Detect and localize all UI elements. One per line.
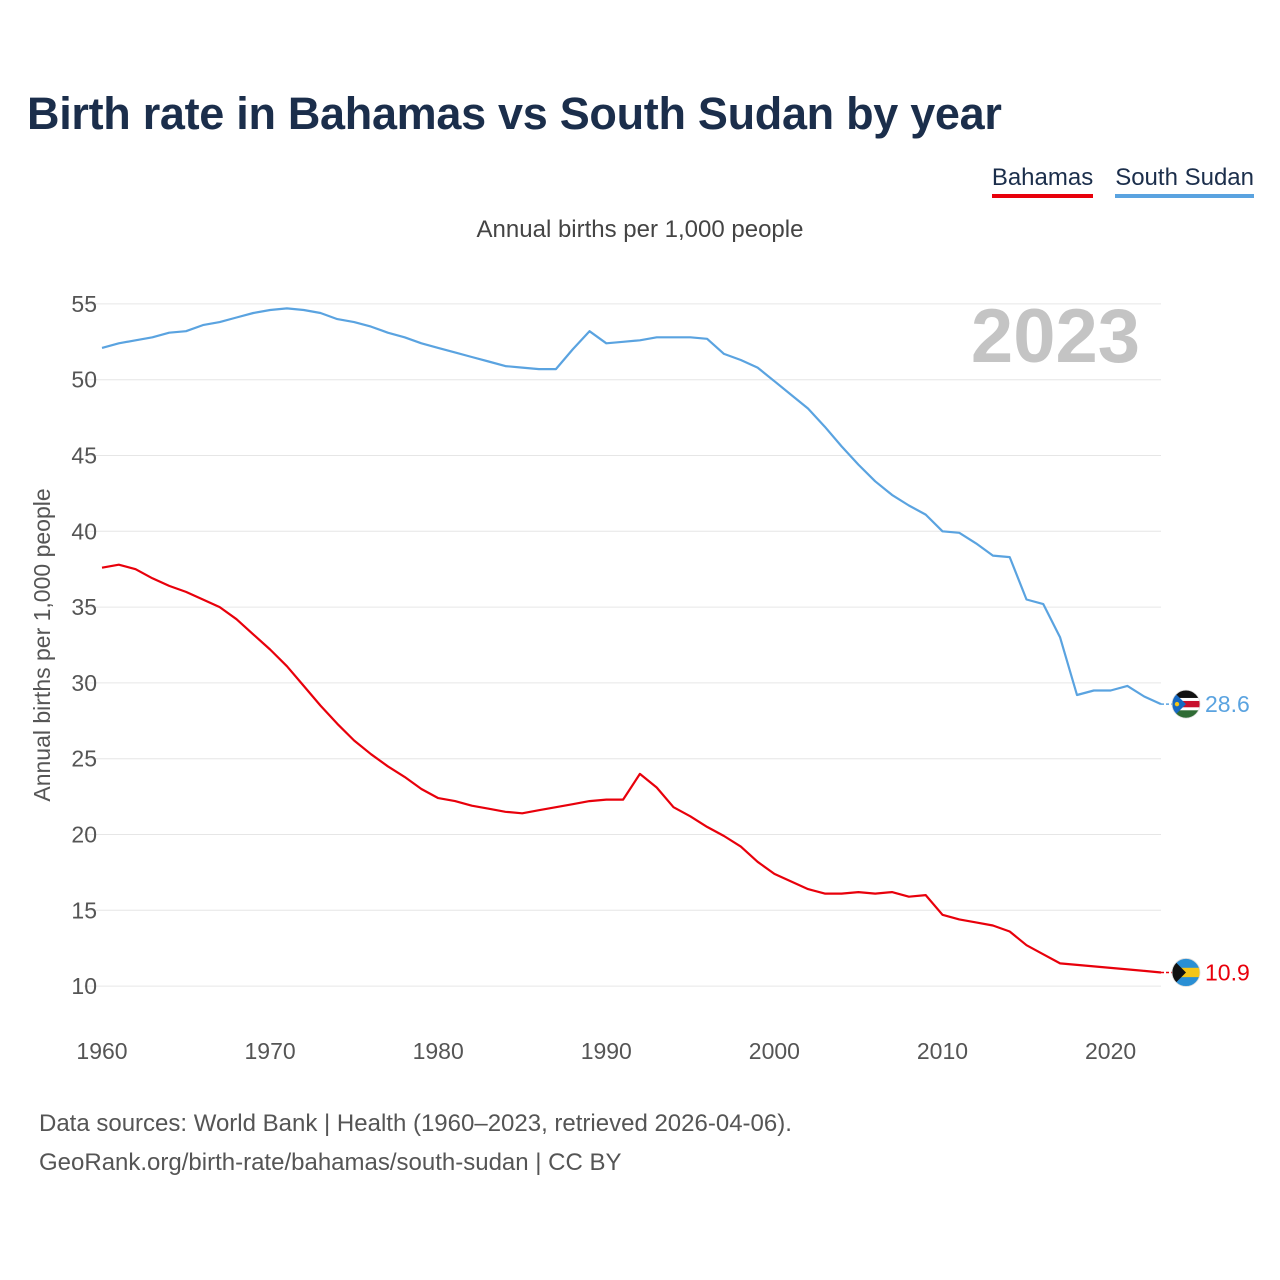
y-tick-55: 55 xyxy=(71,291,97,317)
x-axis-ticks: 1960 1970 1980 1990 2000 2010 2020 xyxy=(76,1038,1136,1064)
end-value-label-bahamas: 10.9 xyxy=(1205,959,1250,985)
x-tick-2020: 2020 xyxy=(1085,1038,1136,1064)
x-tick-1990: 1990 xyxy=(581,1038,632,1064)
series-end-markers: 10.9 28.6 xyxy=(1161,689,1250,987)
y-tick-30: 30 xyxy=(71,670,97,696)
y-axis-label: Annual births per 1,000 people xyxy=(29,488,55,801)
y-tick-20: 20 xyxy=(71,822,97,848)
legend: Bahamas South Sudan xyxy=(991,164,1254,198)
x-tick-1980: 1980 xyxy=(413,1038,464,1064)
series-line-bahamas[interactable] xyxy=(101,563,1162,974)
y-tick-10: 10 xyxy=(71,973,97,999)
flag-south-sudan-icon xyxy=(1171,689,1201,719)
source-url[interactable]: GeoRank.org/birth-rate/bahamas/south-sud… xyxy=(39,1149,622,1176)
gridlines xyxy=(84,303,1161,987)
end-value-label-south-sudan: 28.6 xyxy=(1205,691,1250,717)
footer: Data sources: World Bank | Health (1960–… xyxy=(39,1104,792,1182)
y-tick-25: 25 xyxy=(71,746,97,772)
chart-title: Birth rate in Bahamas vs South Sudan by … xyxy=(27,88,1002,139)
chart-subtitle: Annual births per 1,000 people xyxy=(476,216,804,243)
legend-item-bahamas[interactable]: Bahamas xyxy=(991,164,1094,198)
legend-item-south-sudan[interactable]: South Sudan xyxy=(1115,164,1254,198)
x-tick-1970: 1970 xyxy=(245,1038,296,1064)
y-tick-35: 35 xyxy=(71,594,97,620)
x-tick-2010: 2010 xyxy=(917,1038,968,1064)
series-line-south-sudan[interactable] xyxy=(101,307,1162,706)
y-tick-45: 45 xyxy=(71,443,97,469)
year-watermark: 2023 xyxy=(971,294,1140,379)
x-tick-2000: 2000 xyxy=(749,1038,800,1064)
y-tick-15: 15 xyxy=(71,897,97,923)
series-lines xyxy=(101,307,1162,974)
y-axis-ticks: 10 15 20 25 30 35 40 45 50 55 xyxy=(71,291,97,999)
y-tick-50: 50 xyxy=(71,367,97,393)
x-tick-1960: 1960 xyxy=(76,1038,127,1064)
source-note: Data sources: World Bank | Health (1960–… xyxy=(39,1110,792,1137)
flag-bahamas-icon xyxy=(1171,958,1201,987)
y-tick-40: 40 xyxy=(71,518,97,544)
